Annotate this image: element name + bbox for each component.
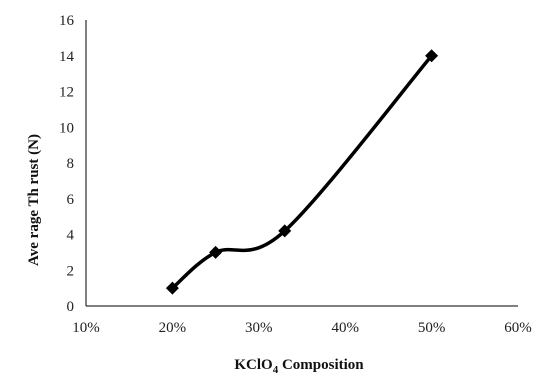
x-tick-label: 60% <box>504 320 532 336</box>
x-tick-label: 20% <box>159 320 187 336</box>
y-tick-label: 4 <box>67 228 75 244</box>
data-point-marker <box>278 224 292 238</box>
y-axis-title: Ave rage Th rust (N) <box>26 134 42 266</box>
series-layer <box>165 49 439 295</box>
data-point-marker <box>425 49 439 63</box>
y-tick-label: 12 <box>59 85 74 101</box>
data-point-marker <box>209 245 223 259</box>
series-line <box>170 54 434 290</box>
y-tick-label: 16 <box>59 13 75 29</box>
y-axis-tick-labels: 0 2 4 6 8 10 12 14 16 <box>59 13 75 315</box>
x-axis-title-main: KClO <box>234 357 272 373</box>
x-tick-label: 10% <box>72 320 100 336</box>
y-tick-label: 0 <box>67 299 75 315</box>
y-tick-label: 8 <box>67 156 75 172</box>
x-axis-tick-labels: 10% 20% 30% 40% 50% 60% <box>72 320 532 336</box>
x-tick-label: 50% <box>418 320 446 336</box>
x-axis-title: KClO4 Composition <box>234 357 364 376</box>
y-tick-label: 10 <box>59 120 74 136</box>
data-point-marker <box>165 281 179 295</box>
x-axis-title-rest: Composition <box>278 357 364 373</box>
x-axis-title-subscript: 4 <box>273 364 279 376</box>
y-tick-label: 2 <box>67 263 75 279</box>
y-tick-label: 14 <box>59 49 75 65</box>
x-tick-label: 40% <box>331 320 359 336</box>
y-tick-label: 6 <box>67 192 75 208</box>
x-tick-label: 30% <box>245 320 273 336</box>
